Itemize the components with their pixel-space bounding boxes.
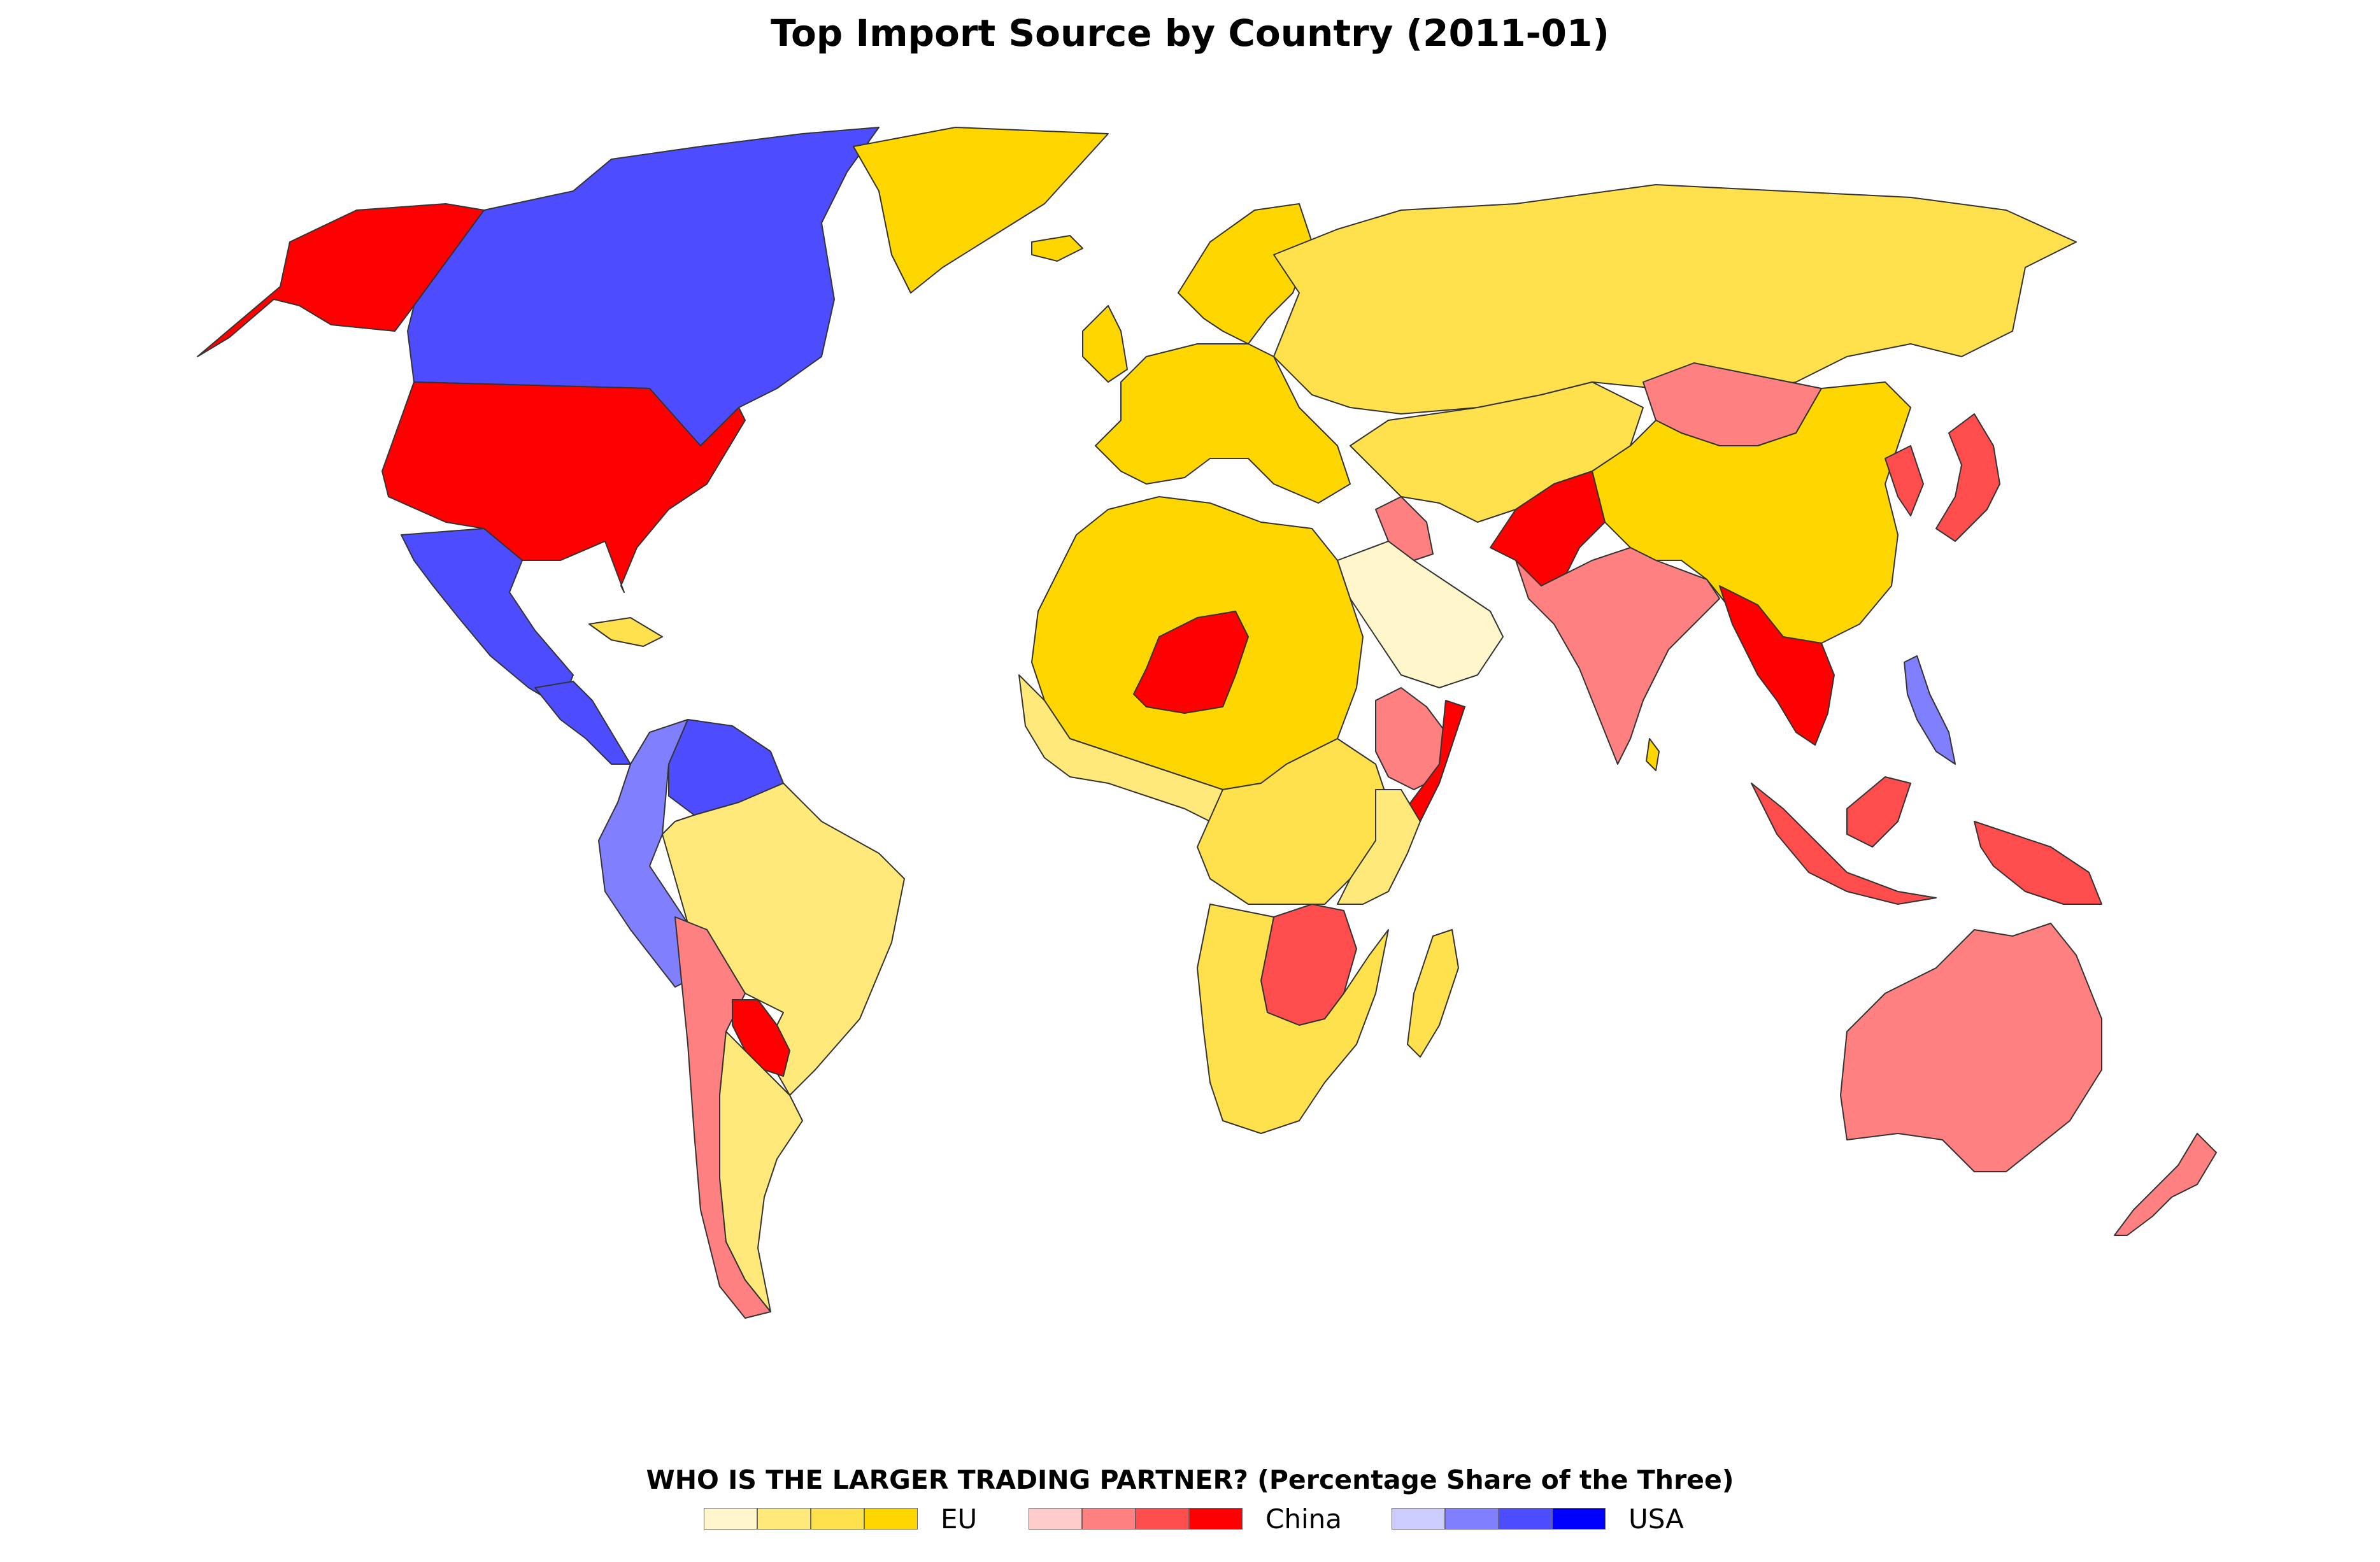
map-title: Top Import Source by Country (2011-01) [771,11,1609,55]
region-east-africa[interactable] [1337,789,1421,905]
legend-swatch [811,1508,864,1530]
region-new-zealand[interactable] [2114,1133,2217,1236]
legend-swatch [1029,1508,1082,1530]
region-uk-ireland[interactable] [1082,305,1128,383]
legend-swatch [1445,1508,1499,1530]
legend-swatch [864,1508,918,1530]
legend-group-china: China [1029,1503,1342,1535]
region-arabia[interactable] [1337,541,1504,688]
region-pakistan-afghanistan[interactable] [1490,471,1606,586]
legend-label-usa: USA [1628,1503,1684,1535]
region-cuba[interactable] [588,617,663,647]
region-madagascar[interactable] [1407,929,1459,1058]
legend-group-eu: EU [704,1503,977,1535]
legend-swatch [757,1508,811,1530]
legend-swatch [1552,1508,1606,1530]
region-papua[interactable] [1974,821,2102,905]
region-brazil[interactable] [662,783,905,1096]
region-greenland[interactable] [853,127,1109,294]
region-sri-lanka[interactable] [1646,738,1660,771]
legend-group-usa: USA [1392,1503,1684,1535]
legend-swatch [1189,1508,1243,1530]
region-southern-africa[interactable] [1197,904,1389,1134]
region-myanmar-indochina[interactable] [1719,585,1835,746]
legend-swatch [704,1508,757,1530]
region-argentina[interactable] [719,1031,803,1312]
region-philippines[interactable] [1904,655,1956,765]
legend-label-eu: EU [941,1503,978,1535]
legend-swatch [1392,1508,1445,1530]
region-scandinavia[interactable] [1178,203,1313,344]
region-australia[interactable] [1840,923,2102,1172]
region-western-europe[interactable] [1095,343,1351,504]
region-paraguay[interactable] [732,999,790,1077]
legend-swatch [1499,1508,1552,1530]
region-alaska[interactable] [197,203,485,357]
legend-title: WHO IS THE LARGER TRADING PARTNER? (Perc… [646,1465,1734,1495]
legend-swatch [1082,1508,1136,1530]
legend-label-china: China [1265,1503,1342,1535]
region-usa[interactable] [381,381,746,593]
region-russia[interactable] [1273,184,2077,415]
region-central-america[interactable] [534,681,631,765]
legend-swatch [1136,1508,1189,1530]
region-korea-japan[interactable] [1885,413,2000,542]
region-indonesia[interactable] [1751,776,1937,905]
region-iceland[interactable] [1031,235,1083,262]
region-china[interactable] [1592,381,1911,644]
region-india[interactable] [1515,547,1720,765]
region-niger[interactable] [1133,611,1249,714]
